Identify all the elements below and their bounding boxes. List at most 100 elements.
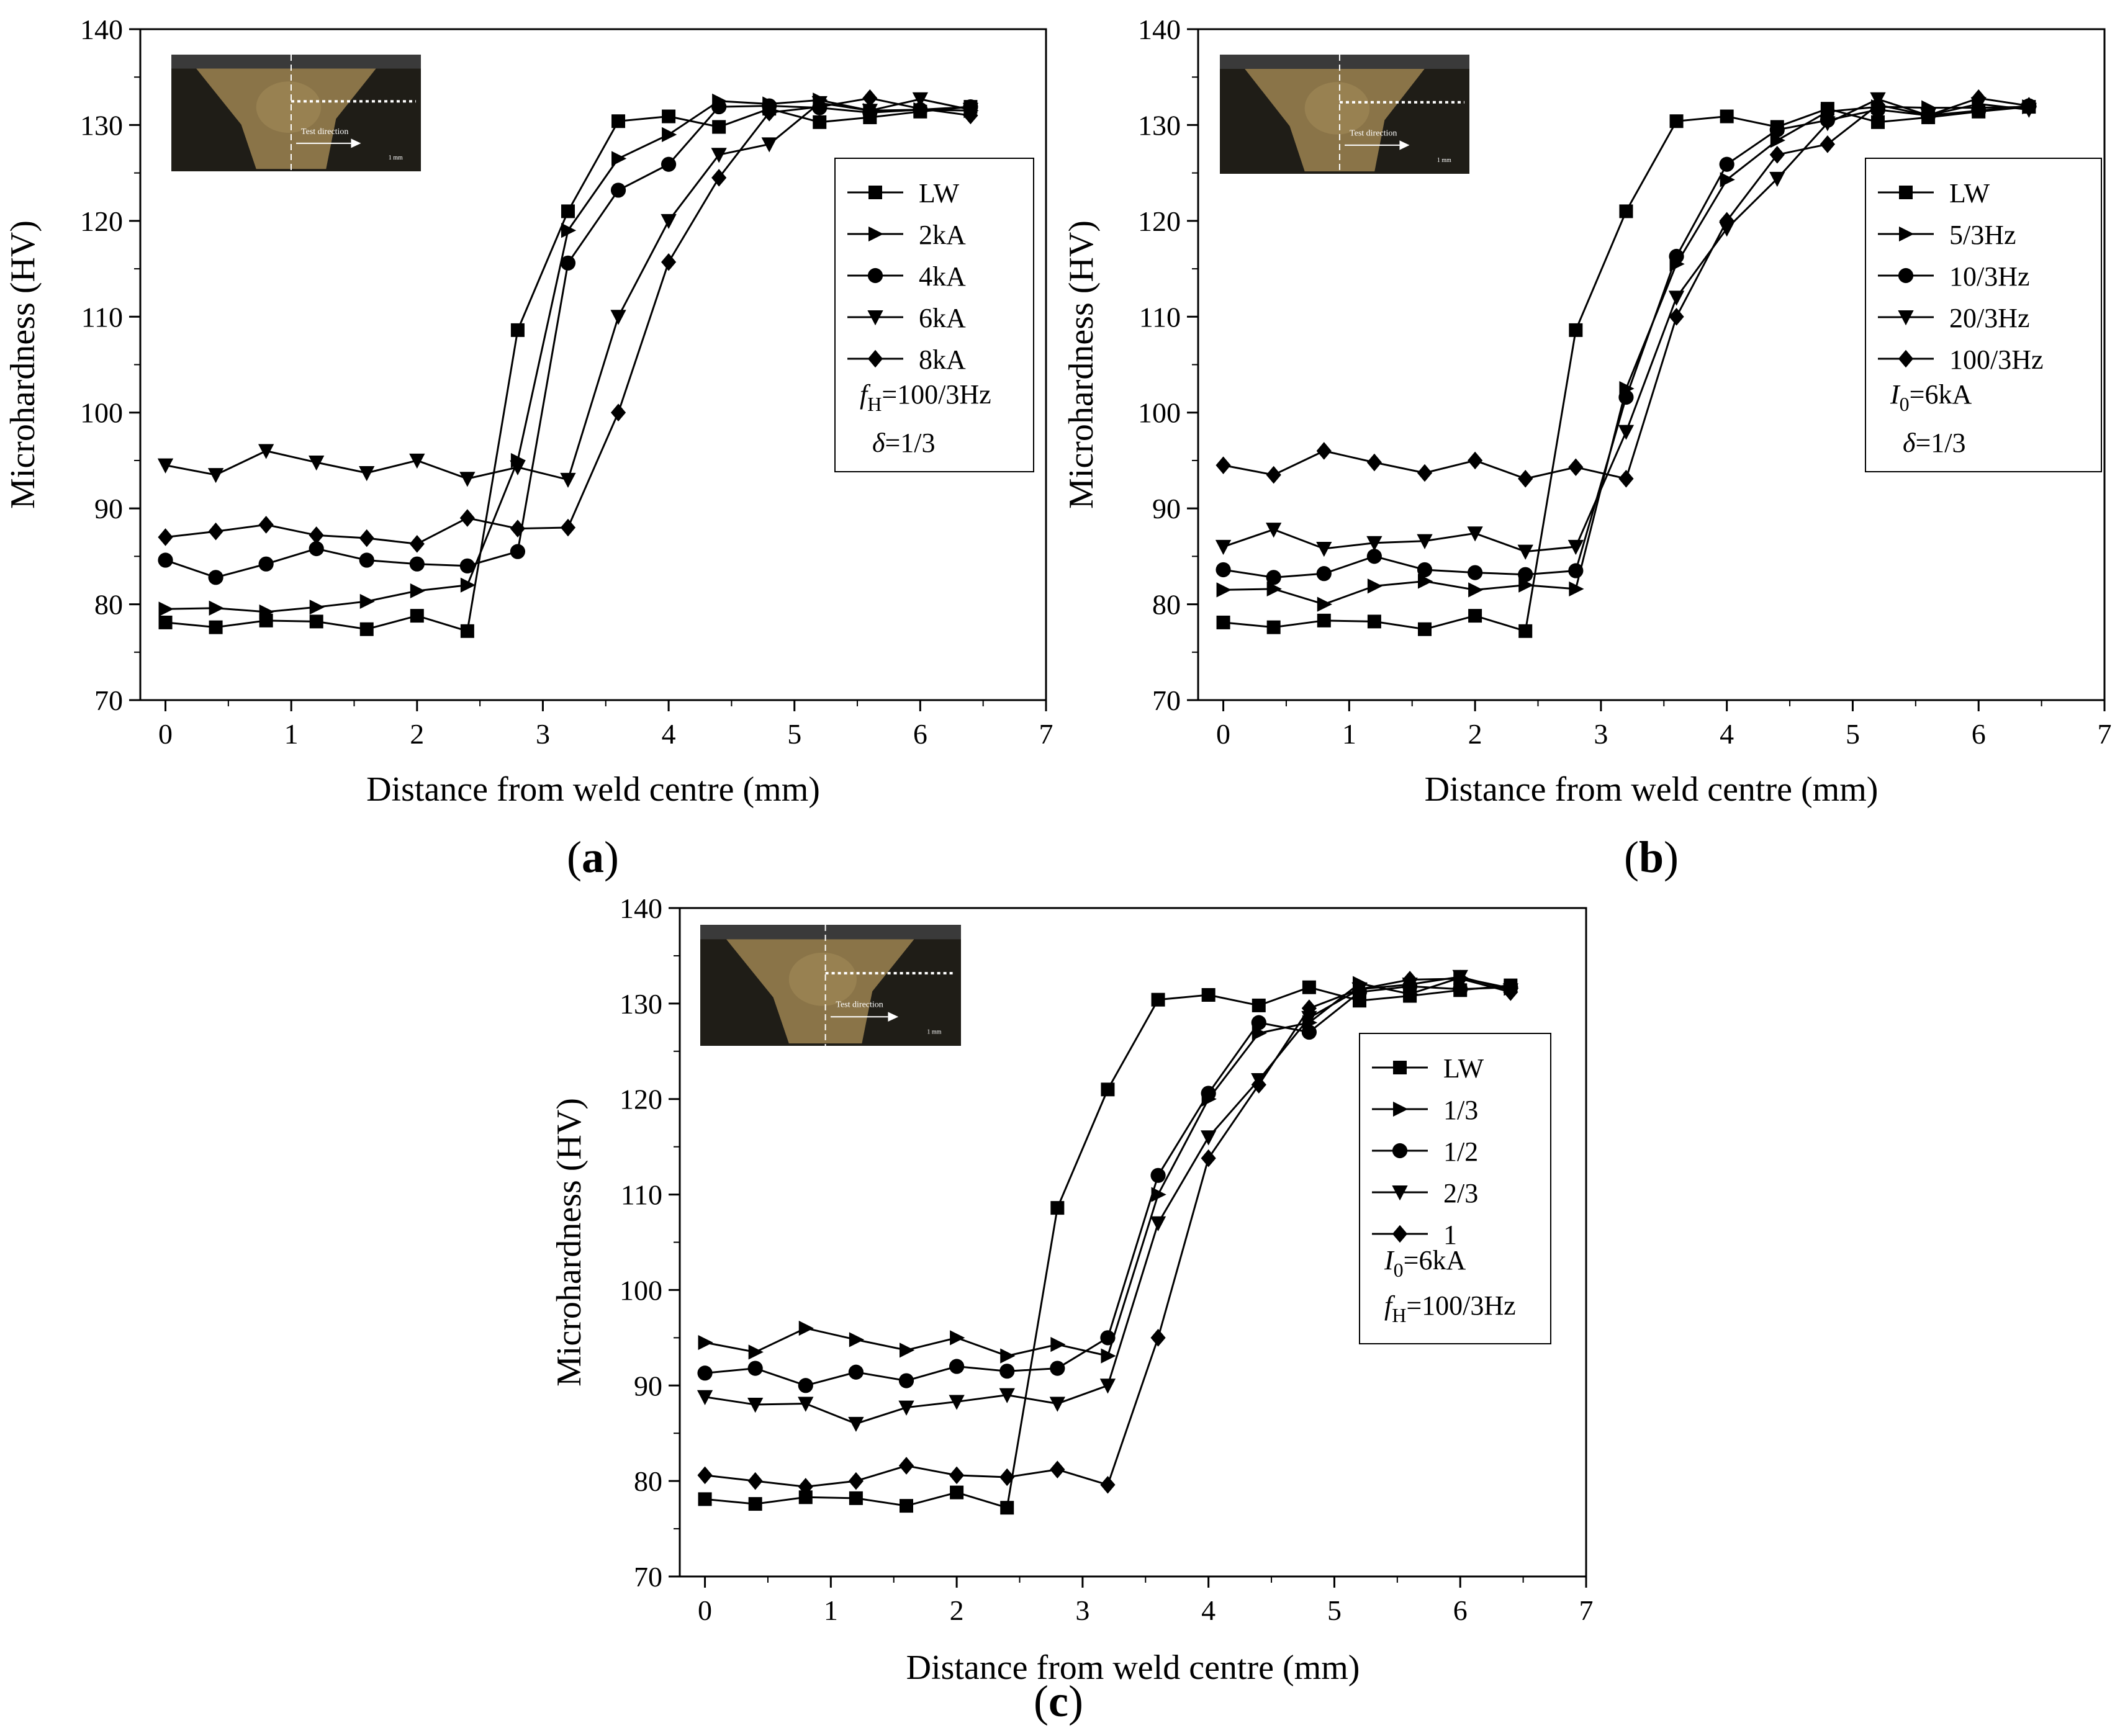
data-point xyxy=(309,456,325,471)
data-point xyxy=(410,583,426,599)
data-point xyxy=(661,253,677,271)
data-point xyxy=(748,1497,762,1511)
direction-arrow-head xyxy=(1399,140,1410,150)
legend-note: fH=100/3Hz xyxy=(1384,1290,1516,1326)
weld-micrograph-inset: Test direction 1 mm xyxy=(1220,55,1469,174)
y-tick-label: 130 xyxy=(1138,109,1181,141)
data-point xyxy=(1252,998,1266,1012)
legend-note: δ=1/3 xyxy=(1903,428,1966,458)
x-tick-label: 1 xyxy=(1342,718,1356,750)
legend-entry: 6kA xyxy=(847,303,966,333)
data-point xyxy=(711,169,727,187)
legend-marker xyxy=(1898,268,1914,284)
data-point xyxy=(849,1491,863,1505)
data-point xyxy=(1317,613,1331,627)
data-point xyxy=(1503,983,1518,1001)
legend-label: 1 xyxy=(1443,1220,1457,1250)
data-point xyxy=(1870,96,1886,114)
data-point xyxy=(611,151,627,166)
weld-highlight xyxy=(256,81,322,133)
legend-entry: 1 xyxy=(1372,1220,1457,1250)
data-point xyxy=(610,182,626,198)
data-point xyxy=(158,528,173,546)
series-4kA xyxy=(158,98,978,585)
data-point xyxy=(950,1330,965,1346)
x-tick-label: 0 xyxy=(158,718,173,750)
legend-label: 8kA xyxy=(919,344,966,375)
x-tick-label: 4 xyxy=(1201,1594,1216,1626)
data-point xyxy=(1216,562,1231,578)
data-point xyxy=(1720,172,1735,187)
inset-top-strip xyxy=(171,55,421,69)
legend-entry: 2kA xyxy=(847,220,966,250)
data-point xyxy=(258,444,274,459)
legend-marker xyxy=(1899,226,1915,242)
data-point xyxy=(1101,1082,1115,1097)
data-point xyxy=(1317,596,1332,612)
data-point xyxy=(1468,565,1483,580)
data-point xyxy=(762,104,777,122)
legend-entry: 20/3Hz xyxy=(1878,303,2030,333)
x-tick-label: 3 xyxy=(1075,1594,1089,1626)
data-point xyxy=(798,1478,813,1496)
data-point xyxy=(510,519,526,537)
data-point xyxy=(1769,122,1785,138)
data-point xyxy=(898,1457,914,1475)
data-point xyxy=(1871,115,1885,129)
data-point xyxy=(209,600,224,616)
data-point xyxy=(798,1396,814,1412)
legend-entry: 100/3Hz xyxy=(1878,344,2044,375)
data-point xyxy=(848,1364,864,1380)
data-point xyxy=(1366,453,1382,472)
data-point xyxy=(661,214,677,230)
data-point xyxy=(1468,609,1482,623)
legend-marker xyxy=(1393,1061,1407,1074)
data-point xyxy=(258,516,274,534)
data-point xyxy=(1050,1337,1066,1352)
data-point xyxy=(1099,1378,1116,1394)
y-tick-label: 130 xyxy=(80,109,123,141)
data-point xyxy=(1569,581,1584,596)
data-point xyxy=(510,460,526,475)
data-point xyxy=(712,120,726,134)
data-point xyxy=(459,558,475,573)
y-tick-label: 130 xyxy=(620,988,662,1020)
data-point xyxy=(1618,425,1635,440)
data-point xyxy=(697,1390,713,1405)
legend-label: LW xyxy=(919,178,960,209)
y-tick-label: 80 xyxy=(94,589,123,621)
subfigure-label: (c) xyxy=(1034,1676,1083,1726)
x-axis-label: Distance from weld centre (mm) xyxy=(906,1648,1360,1687)
legend-entry: 8kA xyxy=(847,344,966,375)
inset-scale-label: 1 mm xyxy=(927,1029,941,1036)
weld-micrograph-inset: Test direction 1 mm xyxy=(700,925,961,1046)
legend-label: 1/2 xyxy=(1443,1136,1478,1167)
data-point xyxy=(610,403,626,422)
legend-marker xyxy=(867,268,883,284)
data-point xyxy=(898,1400,914,1416)
data-point xyxy=(560,472,576,488)
data-point xyxy=(900,1342,915,1358)
direction-arrow-head xyxy=(351,138,361,148)
data-point xyxy=(950,1485,964,1500)
legend-label: 4kA xyxy=(919,261,966,292)
y-tick-label: 110 xyxy=(621,1179,662,1211)
data-point xyxy=(1820,116,1836,132)
weld-highlight xyxy=(788,952,857,1006)
legend-box xyxy=(1359,1033,1551,1344)
legend-marker xyxy=(1392,1225,1408,1243)
x-tick-label: 5 xyxy=(1846,718,1860,750)
data-point xyxy=(459,472,476,487)
data-point xyxy=(862,104,878,119)
data-point xyxy=(999,1388,1015,1403)
data-point xyxy=(309,600,325,615)
x-axis-label: Distance from weld centre (mm) xyxy=(366,770,820,809)
series-8kA xyxy=(158,89,978,553)
data-point xyxy=(1468,582,1484,598)
data-point xyxy=(1669,248,1684,264)
data-point xyxy=(359,593,375,609)
x-tick-label: 0 xyxy=(1216,718,1230,750)
legend-entry: 1/3 xyxy=(1372,1095,1478,1125)
